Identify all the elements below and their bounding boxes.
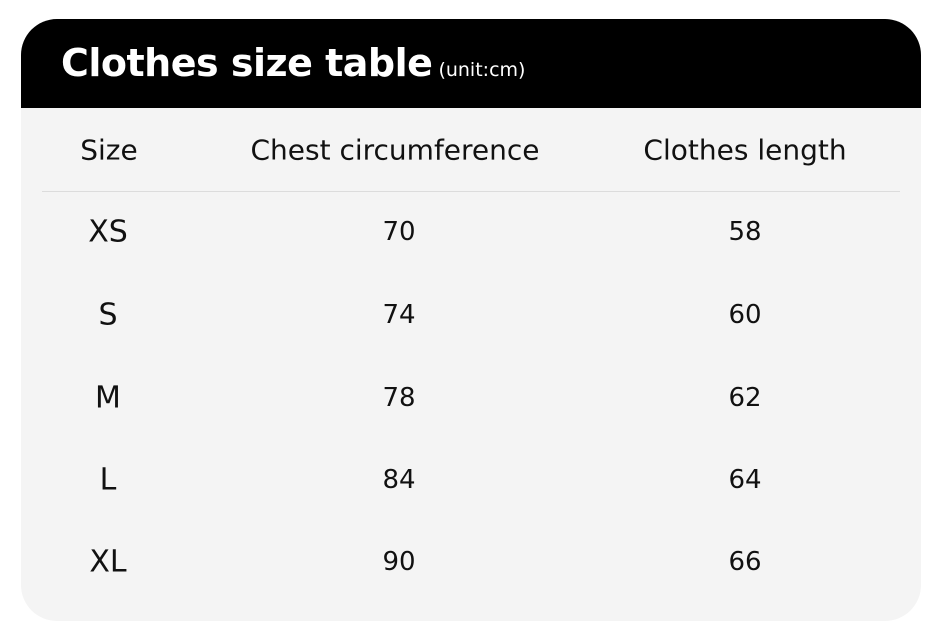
size-cell: XS [88, 214, 128, 250]
column-header-chest: Chest circumference [250, 133, 540, 167]
column-header-length: Clothes length [643, 133, 847, 167]
header-divider [42, 191, 900, 192]
chest-cell: 74 [382, 300, 416, 330]
table-title: Clothes size table (unit:cm) [61, 41, 525, 85]
length-cell: 58 [728, 217, 762, 247]
table-header-bar: Clothes size table (unit:cm) [21, 19, 921, 108]
size-cell: XL [89, 544, 127, 580]
title-text: Clothes size table [61, 41, 433, 85]
column-header-size: Size [80, 133, 138, 167]
length-cell: 66 [728, 547, 762, 577]
chest-cell: 84 [382, 465, 416, 495]
unit-label: (unit:cm) [438, 59, 526, 81]
size-cell: M [95, 380, 121, 416]
size-table-card: Clothes size table (unit:cm) Size Chest c… [21, 19, 921, 621]
length-cell: 62 [728, 383, 762, 413]
chest-cell: 70 [382, 217, 416, 247]
chest-cell: 78 [382, 383, 416, 413]
chest-cell: 90 [382, 547, 416, 577]
size-cell: L [99, 462, 117, 498]
length-cell: 60 [728, 300, 762, 330]
length-cell: 64 [728, 465, 762, 495]
size-cell: S [98, 297, 118, 333]
